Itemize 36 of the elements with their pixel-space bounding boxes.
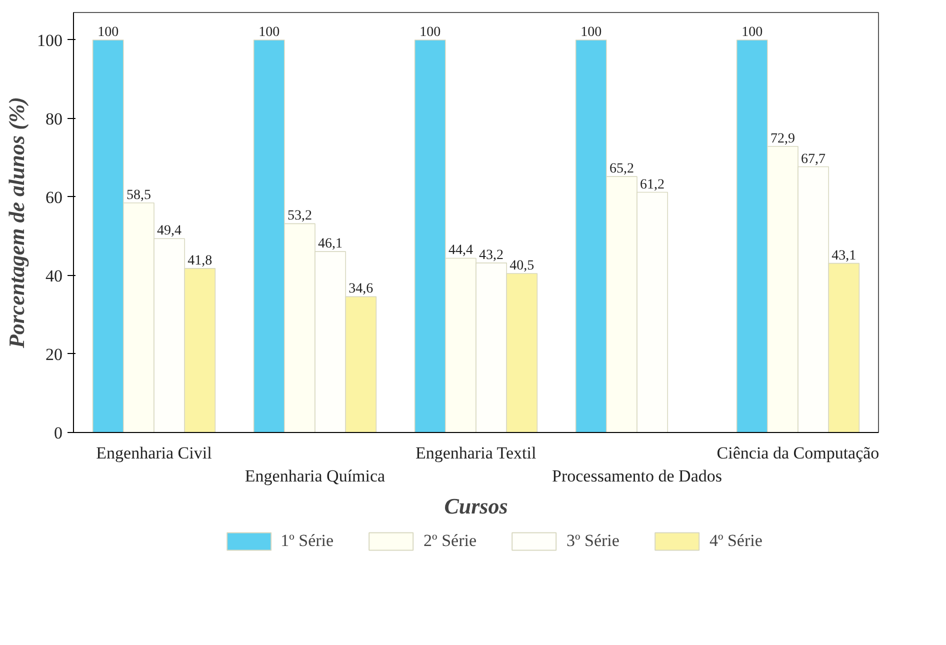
data-label: 40,5 [510,258,534,274]
y-tick-label: 80 [46,109,62,128]
data-label: 44,4 [448,243,473,258]
y-tick-label: 20 [46,344,62,364]
data-label: 46,1 [318,236,343,252]
y-tick-label: 0 [54,424,62,442]
data-label: 53,2 [287,208,312,224]
data-label: 100 [98,24,119,40]
x-tick-label: Engenharia Textil [415,444,537,462]
x-tick-label: Engenharia Civil [96,444,212,462]
y-tick-label: 60 [46,188,62,207]
data-label: 72,9 [770,131,795,146]
data-label: 49,4 [157,224,182,239]
y-axis-title: Porcentagem de alunos (%) [4,96,29,350]
x-tick-label: Ciência da Computação [716,444,880,462]
data-label: 100 [742,24,763,40]
data-label: 43,2 [479,248,504,263]
data-label: 34,6 [348,282,374,297]
data-label: 100 [420,24,441,40]
data-label: 41,8 [188,253,212,268]
x-tick-label: Engenharia Química [244,466,386,486]
data-label: 100 [580,24,602,40]
data-label: 65,2 [609,162,634,177]
legend-label: 1º Série [280,531,334,551]
data-label: 58,5 [126,188,151,203]
x-axis-title: Cursos [444,493,508,518]
data-label: 61,2 [640,177,665,192]
data-label: 100 [258,24,280,40]
legend-label: 2º Série [424,531,476,551]
legend-label: 3º Série [566,531,620,551]
y-tick-label: 100 [37,30,62,50]
data-label: 43,1 [832,248,856,264]
y-tick-label: 40 [46,266,62,286]
legend-label: 4º Série [709,531,762,551]
x-tick-label: Processamento de Dados [552,466,722,486]
data-label: 67,7 [801,152,826,167]
